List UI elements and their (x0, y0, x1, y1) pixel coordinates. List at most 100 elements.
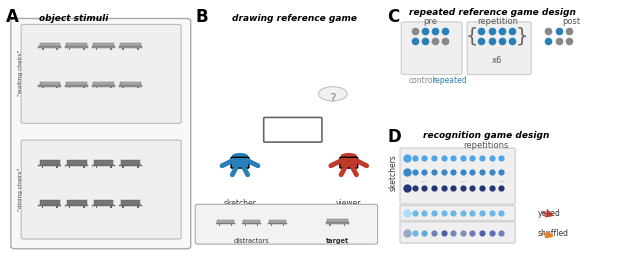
Bar (40, 200, 60, 205)
FancyBboxPatch shape (195, 204, 378, 244)
Text: distractors: distractors (234, 238, 269, 244)
FancyBboxPatch shape (400, 205, 515, 221)
Bar (67, 200, 86, 205)
Bar (38, 85, 61, 87)
Bar (42, 206, 44, 208)
Bar (269, 220, 287, 223)
Bar (68, 87, 70, 88)
Bar (257, 224, 259, 226)
Bar (40, 43, 60, 47)
Text: "waiting chairs": "waiting chairs" (18, 50, 23, 96)
Text: repetition: repetition (477, 17, 518, 26)
Text: D: D (387, 128, 401, 146)
Bar (326, 222, 349, 224)
Bar (95, 87, 97, 88)
Bar (120, 43, 141, 47)
Bar (94, 160, 113, 165)
FancyBboxPatch shape (467, 22, 531, 75)
Bar (122, 166, 124, 168)
Text: yoked: yoked (538, 209, 561, 218)
Text: ...: ... (459, 175, 467, 185)
Bar (68, 206, 70, 208)
Ellipse shape (319, 87, 347, 101)
Text: }: } (515, 26, 528, 45)
Bar (38, 165, 61, 166)
FancyBboxPatch shape (400, 148, 515, 204)
Bar (95, 48, 97, 50)
Text: control: control (408, 76, 435, 85)
Bar (40, 160, 60, 165)
Bar (94, 200, 113, 205)
Bar (242, 223, 261, 224)
Text: ?: ? (330, 93, 336, 105)
FancyBboxPatch shape (264, 117, 322, 142)
FancyBboxPatch shape (231, 157, 249, 168)
Bar (119, 205, 142, 206)
Bar (121, 160, 140, 165)
Bar (284, 124, 301, 125)
Bar (68, 166, 70, 168)
Bar (83, 48, 85, 50)
Bar (137, 166, 138, 168)
Bar (286, 125, 287, 126)
Bar (67, 160, 86, 165)
Bar (65, 205, 88, 206)
Bar (92, 165, 115, 166)
Bar (344, 224, 346, 226)
Text: target: target (326, 238, 349, 244)
Bar (65, 47, 88, 48)
Bar (329, 224, 331, 226)
Text: drawing reference game: drawing reference game (232, 14, 357, 23)
Text: ...: ... (497, 175, 505, 185)
Bar (268, 223, 287, 224)
Bar (83, 87, 85, 88)
Bar (67, 82, 87, 85)
Text: recognition game design: recognition game design (423, 131, 550, 140)
FancyBboxPatch shape (21, 24, 181, 123)
Bar (245, 224, 246, 226)
Bar (68, 48, 70, 50)
FancyBboxPatch shape (401, 22, 462, 75)
Bar (119, 47, 142, 48)
Bar (137, 48, 139, 50)
Bar (56, 166, 58, 168)
Bar (119, 165, 142, 166)
Bar (95, 206, 97, 208)
Text: "dining chairs": "dining chairs" (18, 167, 23, 210)
Bar (95, 166, 97, 168)
Text: pre: pre (423, 17, 437, 26)
Text: repeated: repeated (432, 76, 467, 85)
Text: sketcher: sketcher (223, 199, 257, 208)
Bar (216, 220, 234, 223)
Bar (284, 121, 301, 124)
Text: sketchers: sketchers (388, 154, 397, 191)
Bar (56, 87, 58, 88)
Bar (93, 82, 114, 85)
Bar (119, 85, 142, 87)
Bar (122, 48, 124, 50)
Text: C: C (387, 8, 399, 26)
Bar (83, 166, 84, 168)
Bar (122, 87, 124, 88)
Bar (110, 206, 111, 208)
FancyBboxPatch shape (21, 140, 181, 239)
Text: post: post (563, 17, 580, 26)
Bar (120, 82, 141, 85)
Text: repeated reference game design: repeated reference game design (410, 8, 576, 17)
Bar (110, 48, 112, 50)
Bar (92, 47, 115, 48)
Bar (218, 224, 220, 226)
Bar (92, 85, 115, 87)
Bar (110, 87, 112, 88)
Text: A: A (6, 8, 19, 26)
Text: object stimuli: object stimuli (39, 14, 108, 23)
Bar (42, 87, 44, 88)
Text: shuffled: shuffled (538, 229, 568, 238)
Bar (67, 43, 87, 47)
FancyBboxPatch shape (11, 19, 191, 249)
Text: B: B (195, 8, 208, 26)
Bar (243, 220, 260, 223)
Text: x6: x6 (492, 56, 502, 65)
Bar (283, 224, 284, 226)
Bar (137, 87, 139, 88)
